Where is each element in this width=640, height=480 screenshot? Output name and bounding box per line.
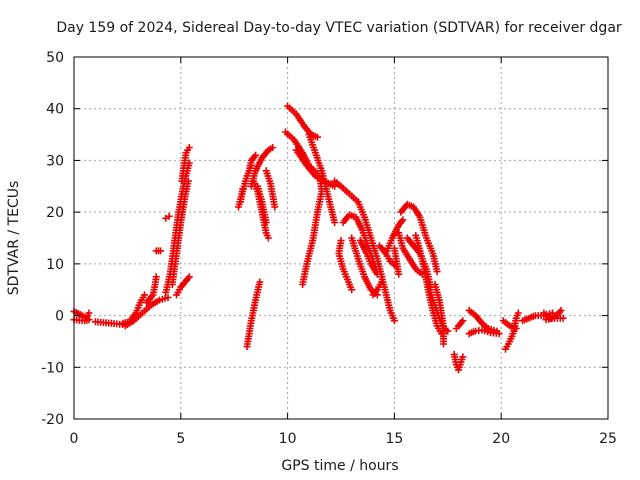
data-point (85, 316, 93, 324)
data-point (314, 133, 321, 141)
data-point (559, 314, 567, 322)
data-point (495, 330, 503, 338)
data-point (165, 212, 173, 220)
x-tick-labels: 0 5 10 15 20 25 (70, 431, 617, 447)
x-tick-label: 25 (599, 431, 617, 447)
data-point (557, 306, 565, 314)
data-point (331, 219, 339, 226)
y-tick-label: 20 (46, 205, 64, 221)
data-point (164, 294, 172, 301)
y-tick-labels: -20 -10 0 10 20 30 40 50 (41, 50, 64, 428)
data-point (512, 325, 520, 332)
data-point (262, 167, 270, 175)
data-point (152, 273, 160, 281)
data-point (348, 286, 356, 294)
x-tick-label: 0 (70, 431, 79, 447)
data-point (252, 151, 260, 159)
data-point (459, 353, 467, 361)
y-tick-label: 30 (46, 153, 64, 169)
data-point (85, 309, 93, 317)
y-axis-label: SDTVAR / TECUs (6, 181, 22, 296)
x-tick-label: 15 (385, 431, 403, 447)
data-point (459, 317, 467, 325)
data-point (239, 185, 247, 193)
data-point (185, 144, 193, 151)
chart-title: Day 159 of 2024, Sidereal Day-to-day VTE… (56, 20, 622, 36)
x-tick-label: 20 (492, 431, 510, 447)
x-axis-label: GPS time / hours (281, 458, 398, 474)
y-tick-label: 0 (55, 309, 64, 325)
y-tick-label: 40 (46, 102, 64, 118)
data-point (433, 268, 441, 276)
data-point (373, 270, 381, 278)
data-point (399, 216, 407, 224)
x-tick-label: 10 (279, 431, 297, 447)
plot-frame (73, 56, 609, 420)
data-point (264, 234, 272, 242)
data-points (70, 102, 567, 374)
data-point (185, 273, 193, 281)
data-point (141, 291, 148, 299)
data-point (514, 309, 522, 317)
data-point (269, 144, 277, 151)
data-point (157, 247, 164, 255)
data-point (390, 317, 398, 325)
data-point (256, 278, 264, 286)
data-point (299, 281, 307, 288)
data-point (262, 219, 270, 226)
x-tick-label: 5 (176, 431, 185, 447)
y-tick-label: -10 (41, 360, 64, 376)
y-tick-label: 50 (46, 50, 64, 66)
data-point (184, 177, 192, 185)
data-point (378, 278, 386, 286)
data-point (395, 270, 403, 278)
data-point (440, 340, 447, 348)
y-tick-label: 10 (46, 257, 64, 273)
y-tick-label: -20 (41, 412, 64, 428)
